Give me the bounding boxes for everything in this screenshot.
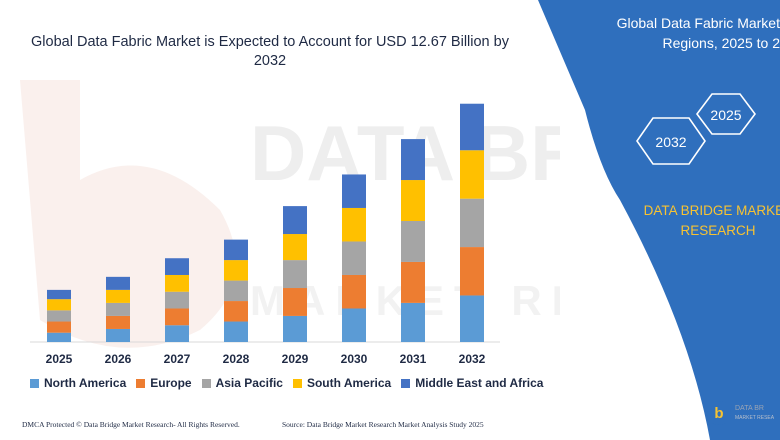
brand-logo-icon: b DATA BR MARKET RESEA [707, 401, 775, 425]
bar-segment [47, 310, 71, 322]
bar-segment [47, 299, 71, 311]
legend-item: Middle East and Africa [401, 376, 543, 390]
legend-label: Middle East and Africa [415, 376, 544, 390]
bar-segment [401, 302, 425, 342]
x-tick-label: 2027 [164, 352, 191, 366]
bar-segment [283, 288, 307, 316]
bar-segment [106, 276, 130, 290]
bar-segment [460, 103, 484, 151]
legend-item: Europe [136, 376, 192, 390]
bar-segment [283, 234, 307, 261]
legend-label: North America [44, 376, 127, 390]
bar-segment [342, 207, 366, 242]
bar-segment [283, 260, 307, 289]
legend-swatch [136, 378, 146, 388]
panel-title-line1: Global Data Fabric Market [616, 15, 780, 31]
bar-segment [460, 198, 484, 248]
panel-brand-line1: DATA BRIDGE MARKET [643, 203, 780, 218]
bar-segment [283, 206, 307, 235]
chart-title: Global Data Fabric Market is Expected to… [31, 34, 509, 69]
bar-segment [342, 174, 366, 208]
bar-segment [401, 139, 425, 181]
bar-segment [401, 221, 425, 262]
bar-segment [224, 280, 248, 302]
bar-segment [106, 302, 130, 316]
bar-segment [47, 321, 71, 333]
x-tick-label: 2026 [105, 352, 132, 366]
legend-item: South America [292, 376, 392, 390]
hex-label-a: 2025 [710, 107, 741, 123]
legend-label: South America [306, 376, 392, 390]
legend-swatch [292, 378, 302, 388]
x-tick-label: 2031 [400, 352, 427, 366]
bar-segment [47, 332, 71, 342]
legend-swatch [401, 378, 411, 388]
bar-segment [106, 328, 130, 342]
bar-segment [401, 180, 425, 221]
bar-segment [342, 241, 366, 275]
logo-name-line2: MARKET RESEA [735, 415, 775, 421]
hexagon-icon [696, 93, 756, 135]
hex-label-b: 2032 [655, 134, 686, 150]
x-tick-label: 2025 [46, 352, 73, 366]
x-tick-label: 2028 [223, 352, 250, 366]
legend-label: Asia Pacific [215, 376, 283, 390]
panel-brand-line2: RESEARCH [680, 223, 756, 238]
logo-name-line1: DATA BR [735, 405, 764, 412]
legend-item: Asia Pacific [201, 376, 283, 390]
bar-segment [460, 295, 484, 342]
bar-segment [47, 289, 71, 300]
x-tick-label: 2030 [341, 352, 368, 366]
bar-segment [342, 308, 366, 342]
bar-segment [165, 258, 189, 275]
stacked-bar-chart: 2025 2026 2027 2028 2029 2030 2031 2032 [30, 103, 500, 366]
legend-swatch [201, 378, 211, 388]
bar-segment [165, 274, 189, 292]
logo-mark: b [714, 405, 723, 422]
bar-segment [165, 325, 189, 342]
panel-background [538, 0, 780, 440]
bar-segment [283, 315, 307, 342]
bar-segment [106, 315, 130, 329]
legend-item: North America [30, 376, 126, 390]
bar-segment [224, 260, 248, 281]
footer-source: Source: Data Bridge Market Research Mark… [282, 420, 484, 429]
panel-brand: DATA BRIDGE MARKET RESEARCH [628, 201, 780, 241]
footer-copyright: DMCA Protected © Data Bridge Market Rese… [22, 420, 240, 429]
legend-label: Europe [150, 376, 192, 390]
bar-segment [165, 308, 189, 326]
bar-segment [224, 239, 248, 261]
hexagon-icon [636, 117, 706, 165]
legend-swatch [30, 378, 39, 388]
bar-segment [224, 301, 248, 322]
x-tick-label: 2032 [459, 352, 486, 366]
bar-segment [401, 261, 425, 303]
bar-segment [460, 150, 484, 199]
chart-legend: North America Europe Asia Pacific South Ame… [30, 376, 543, 390]
panel-title: Global Data Fabric Market Regions, 2025 … [598, 13, 780, 53]
bar-segment [224, 321, 248, 342]
bar-segment [106, 289, 130, 303]
bar-segment [165, 291, 189, 309]
bar-segment [460, 247, 484, 296]
x-tick-label: 2029 [282, 352, 309, 366]
panel-title-line2: Regions, 2025 to 2 [662, 35, 780, 51]
bar-segment [342, 274, 366, 309]
